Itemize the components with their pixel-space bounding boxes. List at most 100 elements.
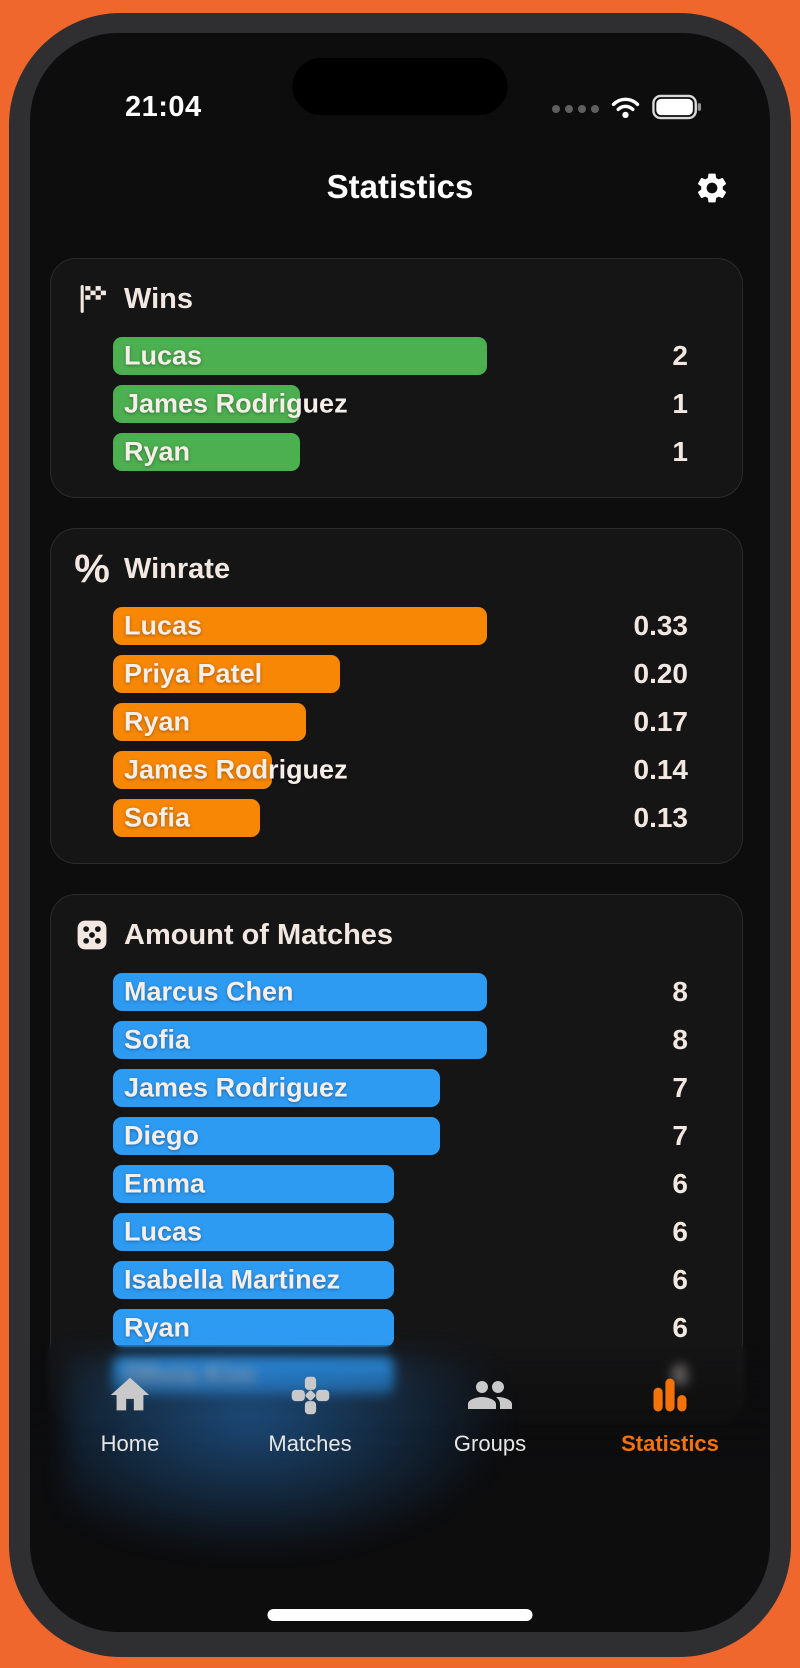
dpad-icon: [288, 1371, 333, 1419]
bar-value: 6: [672, 1168, 688, 1199]
bar-row: Ryan 0.17: [113, 703, 718, 741]
bar-label: Ryan: [124, 706, 191, 737]
bar-label: James Rodriguez: [124, 1072, 348, 1103]
wifi-icon: [610, 95, 641, 124]
bar: [113, 385, 300, 423]
bar-value: 0.33: [633, 610, 689, 641]
tab-statistics[interactable]: Statistics: [580, 1371, 760, 1457]
tab-label: Matches: [268, 1431, 352, 1456]
bar-value: 0.17: [633, 706, 689, 737]
status-icons: [552, 94, 702, 125]
tab-groups[interactable]: Groups: [400, 1371, 580, 1457]
bar-row: Lucas 6: [113, 1213, 718, 1251]
bar-row: Emma 6: [113, 1165, 718, 1203]
tab-label: Home: [100, 1431, 160, 1456]
bar-value: 6: [672, 1312, 688, 1343]
bar: [113, 1213, 394, 1251]
bar-label: Marcus Chen: [124, 976, 294, 1007]
bar: [113, 1309, 394, 1347]
bar-label: Ryan: [124, 436, 191, 467]
bar-chart: Lucas 0.33 Priya Patel 0.20 Ryan 0.17 Ja…: [113, 607, 718, 837]
bar-label: Sofia: [124, 802, 191, 833]
bar-label: Lucas: [124, 340, 203, 371]
bar-row: Ryan 1: [113, 433, 718, 471]
bar: [113, 1261, 394, 1299]
bar-row: Sofia 0.13: [113, 799, 718, 837]
bar-value: 6: [672, 1216, 688, 1247]
bar: [113, 1069, 440, 1107]
bar: [113, 799, 260, 837]
bar-label: Isabella Martinez: [124, 1264, 341, 1295]
cellular-dots-icon: [552, 105, 599, 113]
stat-card: % Winrate Lucas 0.33 Priya Patel 0.20 Ry…: [50, 528, 743, 864]
bar-value: 6: [672, 1264, 688, 1295]
bar: [113, 703, 306, 741]
page-title: Statistics: [326, 168, 474, 205]
bar: [113, 655, 340, 693]
status-time: 21:04: [125, 91, 202, 123]
bar-chart: Marcus Chen 8 Sofia 8 James Rodriguez 7 …: [113, 973, 718, 1395]
bar-row: Marcus Chen 8: [113, 973, 718, 1011]
tab-home[interactable]: Home: [40, 1371, 220, 1457]
bar-value: 0.14: [633, 754, 689, 785]
bar-label: Sofia: [124, 1024, 191, 1055]
bar-label: James Rodriguez: [124, 754, 348, 785]
tab-matches[interactable]: Matches: [220, 1371, 400, 1457]
bar-value: 1: [672, 436, 688, 467]
bar: [113, 751, 272, 789]
bar-row: Priya Patel 0.20: [113, 655, 718, 693]
bar-label: Priya Patel: [124, 658, 263, 689]
stat-card: Wins Lucas 2 James Rodriguez 1 Ryan 1: [50, 258, 743, 498]
gear-icon: [694, 173, 730, 209]
bar-row: James Rodriguez 7: [113, 1069, 718, 1107]
bar-label: Ryan: [124, 1312, 191, 1343]
home-indicator[interactable]: [267, 1609, 533, 1621]
bar-value: 8: [672, 976, 688, 1007]
card-header: Amount of Matches: [75, 917, 718, 953]
bar: [113, 337, 487, 375]
card-title: Amount of Matches: [124, 918, 394, 951]
bar-row: Ryan 6: [113, 1309, 718, 1347]
bar-row: Diego 7: [113, 1117, 718, 1155]
battery-full-icon: [652, 94, 702, 125]
bar-label: James Rodriguez: [124, 388, 348, 419]
checkered-flag-icon: [75, 284, 109, 315]
dynamic-island: [292, 58, 508, 115]
card-header: Wins: [75, 281, 718, 317]
bar-chart: Lucas 2 James Rodriguez 1 Ryan 1: [113, 337, 718, 471]
bar-value: 1: [672, 388, 688, 419]
groups-icon: [464, 1371, 516, 1419]
bar-label: Diego: [124, 1120, 200, 1151]
bar-row: James Rodriguez 1: [113, 385, 718, 423]
bar-value: 0.13: [633, 802, 689, 833]
bar-value: 0.20: [633, 658, 689, 689]
home-icon: [107, 1371, 153, 1419]
bar-label: Lucas: [124, 1216, 203, 1247]
card-title: Winrate: [124, 552, 231, 585]
bar: [113, 1165, 394, 1203]
card-header: % Winrate: [74, 547, 718, 591]
bar-label: Lucas: [124, 610, 203, 641]
bar-label: Emma: [124, 1168, 206, 1199]
percent-icon: %: [74, 547, 110, 591]
tab-bar: Home Matches Groups Statistics: [30, 1345, 770, 1632]
stat-cards: Wins Lucas 2 James Rodriguez 1 Ryan 1 % …: [50, 258, 743, 1422]
app-screen: 21:04 Statistics: [30, 33, 770, 1632]
bar-value: 2: [672, 340, 688, 371]
stat-card: Amount of Matches Marcus Chen 8 Sofia 8 …: [50, 894, 743, 1422]
bar: [113, 1117, 440, 1155]
dice-icon: [75, 919, 109, 951]
card-title: Wins: [124, 282, 194, 315]
bar-row: Lucas 0.33: [113, 607, 718, 645]
bar: [113, 607, 487, 645]
tab-label: Groups: [453, 1431, 527, 1456]
bar-chart-icon: [648, 1371, 692, 1419]
bar-row: James Rodriguez 0.14: [113, 751, 718, 789]
bar-row: Sofia 8: [113, 1021, 718, 1059]
settings-button[interactable]: [694, 170, 730, 206]
bar-row: Isabella Martinez 6: [113, 1261, 718, 1299]
bar-value: 8: [672, 1024, 688, 1055]
bar: [113, 433, 300, 471]
phone-frame: 21:04 Statistics: [9, 13, 791, 1657]
bar-row: Lucas 2: [113, 337, 718, 375]
